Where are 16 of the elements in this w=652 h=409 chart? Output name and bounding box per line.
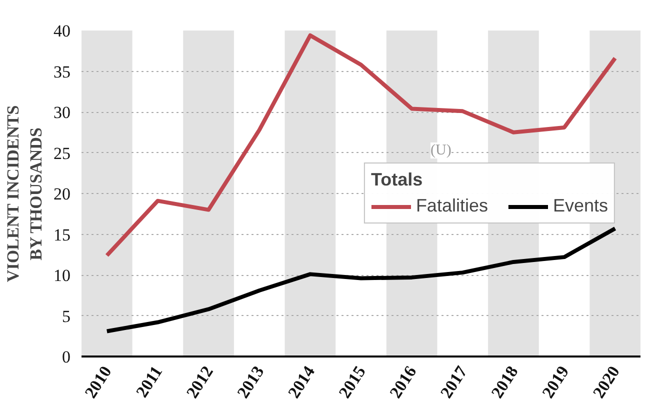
y-tick-label: 10: [54, 266, 70, 285]
y-tick-label: 25: [54, 144, 70, 163]
legend-title: Totals: [370, 170, 424, 190]
y-tick-label: 20: [54, 184, 70, 204]
y-tick-label: 35: [54, 62, 70, 82]
y-tick-label: 15: [54, 225, 70, 244]
y-axis-title: VIOLENT INCIDENTS BY THOUSANDS: [4, 105, 46, 282]
annotation: (U): [430, 142, 452, 158]
y-tick-label: 0: [62, 348, 70, 366]
legend-label: Events: [552, 196, 608, 216]
y-tick-label: 30: [54, 103, 70, 122]
line-series: [104, 33, 618, 258]
y-tick-label: 40: [54, 22, 70, 40]
legend-label: Fatalities: [416, 196, 488, 216]
y-tick-label: 5: [62, 306, 70, 326]
line-series: [104, 226, 618, 334]
